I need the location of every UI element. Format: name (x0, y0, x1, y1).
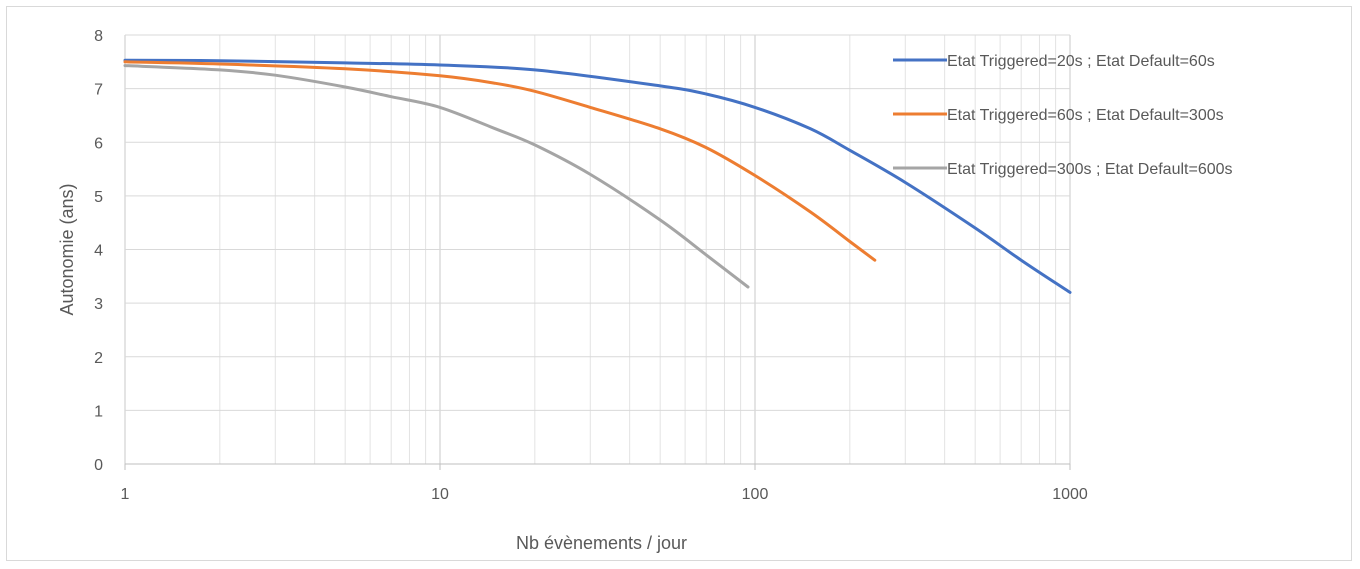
y-tick-label: 8 (94, 28, 103, 45)
y-tick-label: 5 (94, 189, 103, 206)
series-line-2 (123, 60, 877, 262)
legend: Etat Triggered=20s ; Etat Default=60s Eta… (893, 53, 1233, 178)
axis-layer: 0 1 2 3 4 5 6 7 8 1 10 100 1000 (94, 28, 1088, 503)
legend-label-3: Etat Triggered=300s ; Etat Default=600s (947, 161, 1233, 178)
legend-label-2: Etat Triggered=60s ; Etat Default=300s (947, 107, 1224, 124)
y-axis-title: Autonomie (ans) (57, 183, 77, 315)
y-tick-label: 0 (94, 457, 103, 474)
y-tick-label: 7 (94, 82, 103, 99)
x-tick-label: 10 (431, 486, 449, 503)
y-tick-label: 4 (94, 243, 103, 260)
x-tick-label: 1000 (1052, 486, 1088, 503)
grid-layer (124, 34, 1071, 464)
y-tick-label: 1 (94, 403, 103, 420)
line-chart: 0 1 2 3 4 5 6 7 8 1 10 100 1000 Etat Triggered=20s ;… (57, 28, 1233, 553)
y-tick-label: 3 (94, 296, 103, 313)
series-line-1 (123, 58, 1072, 294)
x-tick-label: 100 (742, 486, 769, 503)
series-line-3 (123, 64, 750, 289)
x-tick-label: 1 (121, 486, 130, 503)
y-tick-label: 2 (94, 350, 103, 367)
series-layer (123, 58, 1072, 294)
x-axis-title: Nb évènements / jour (516, 533, 687, 553)
y-tick-label: 6 (94, 135, 103, 152)
chart-frame: 0 1 2 3 4 5 6 7 8 1 10 100 1000 Etat Triggered=20s ;… (6, 6, 1352, 561)
legend-label-1: Etat Triggered=20s ; Etat Default=60s (947, 53, 1215, 70)
